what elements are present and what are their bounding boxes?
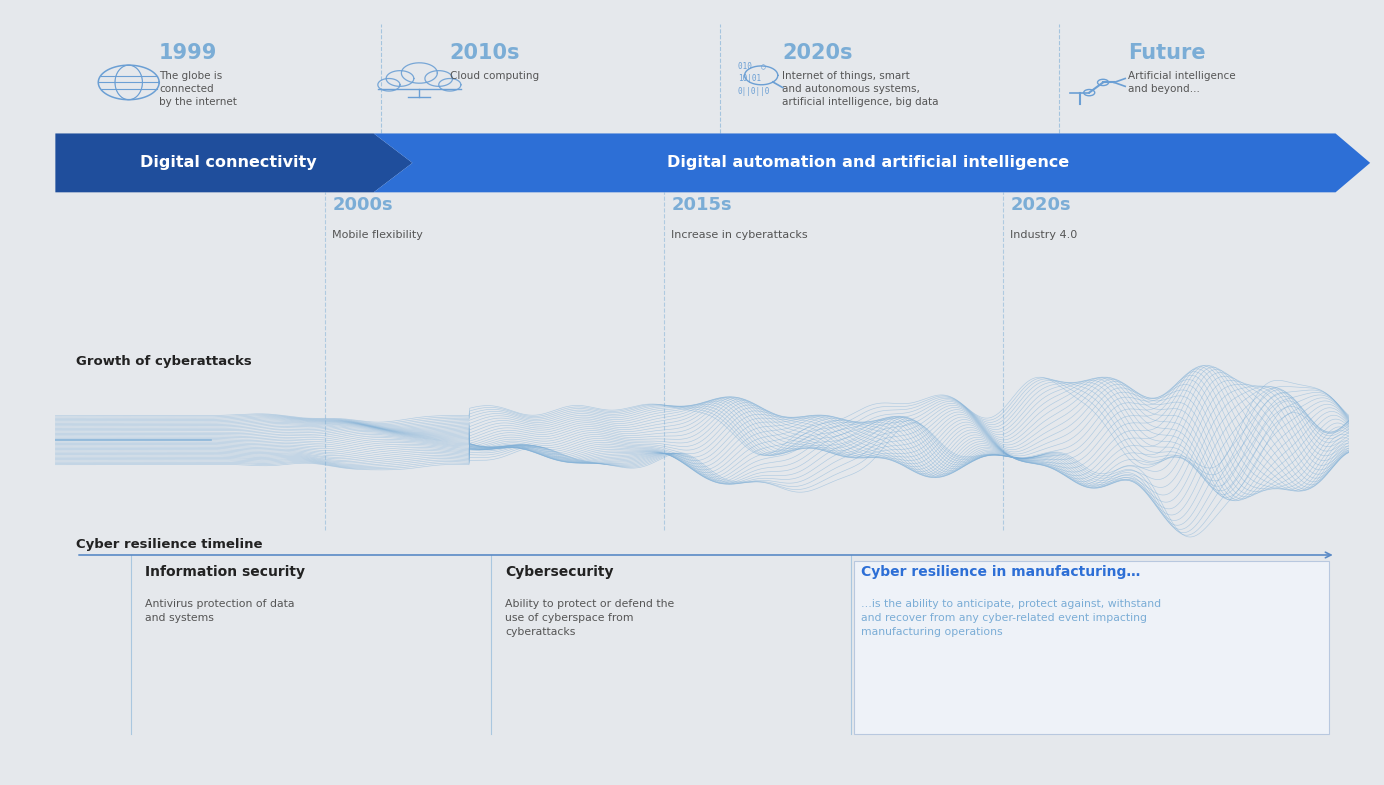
- Text: Digital connectivity: Digital connectivity: [140, 155, 317, 170]
- Text: 2015s: 2015s: [671, 196, 732, 214]
- Text: Cyber resilience in manufacturing…: Cyber resilience in manufacturing…: [861, 565, 1140, 579]
- Text: Antivirus protection of data
and systems: Antivirus protection of data and systems: [145, 599, 295, 623]
- Text: Digital automation and artificial intelligence: Digital automation and artificial intell…: [667, 155, 1070, 170]
- Text: …is the ability to anticipate, protect against, withstand
and recover from any c: …is the ability to anticipate, protect a…: [861, 599, 1161, 637]
- Text: Cybersecurity: Cybersecurity: [505, 565, 613, 579]
- Text: Ability to protect or defend the
use of cyberspace from
cyberattacks: Ability to protect or defend the use of …: [505, 599, 674, 637]
- Text: Information security: Information security: [145, 565, 306, 579]
- Text: 010  ○
10|01
0||0||0: 010 ○ 10|01 0||0||0: [738, 61, 770, 96]
- Text: Industry 4.0: Industry 4.0: [1010, 230, 1078, 240]
- Text: Cloud computing: Cloud computing: [450, 71, 538, 81]
- Text: 2020s: 2020s: [782, 43, 853, 63]
- Text: Internet of things, smart
and autonomous systems,
artificial intelligence, big d: Internet of things, smart and autonomous…: [782, 71, 938, 107]
- Text: The globe is
connected
by the internet: The globe is connected by the internet: [159, 71, 237, 107]
- FancyBboxPatch shape: [854, 561, 1329, 734]
- Text: 2020s: 2020s: [1010, 196, 1071, 214]
- Text: 2010s: 2010s: [450, 43, 520, 63]
- Polygon shape: [55, 133, 412, 192]
- Text: 1999: 1999: [159, 43, 217, 63]
- Text: Mobile flexibility: Mobile flexibility: [332, 230, 424, 240]
- Text: Increase in cyberattacks: Increase in cyberattacks: [671, 230, 808, 240]
- Text: Cyber resilience timeline: Cyber resilience timeline: [76, 538, 263, 551]
- Text: Growth of cyberattacks: Growth of cyberattacks: [76, 355, 252, 367]
- Text: Artificial intelligence
and beyond…: Artificial intelligence and beyond…: [1128, 71, 1236, 94]
- Polygon shape: [374, 133, 1370, 192]
- Text: 2000s: 2000s: [332, 196, 393, 214]
- Text: Future: Future: [1128, 43, 1205, 63]
